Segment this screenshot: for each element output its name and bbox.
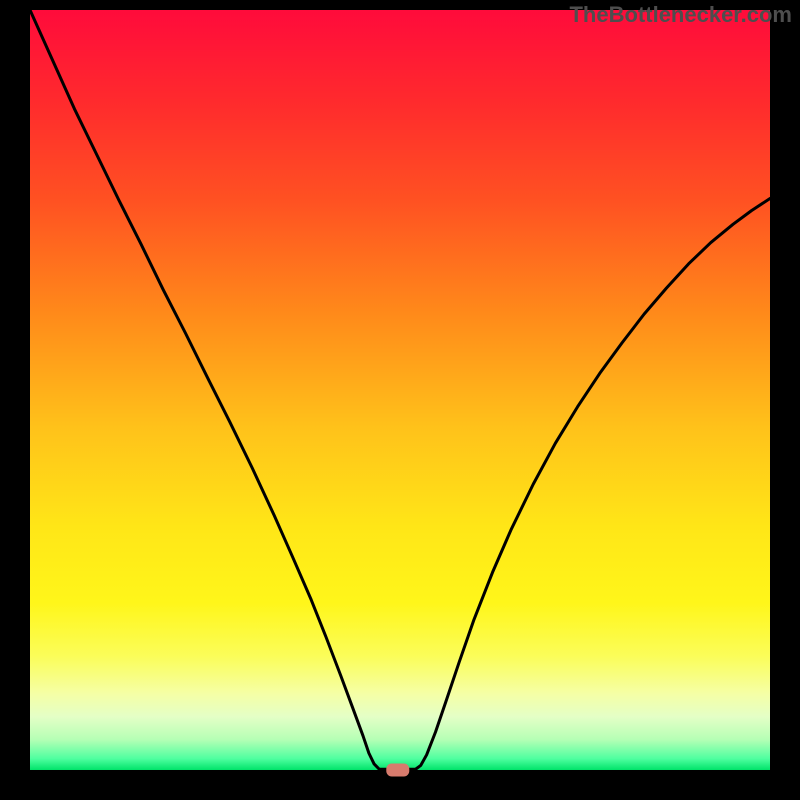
plot-area xyxy=(30,10,770,770)
chart-svg xyxy=(0,0,800,800)
optimal-marker xyxy=(387,764,409,776)
chart-stage: TheBottlenecker.com xyxy=(0,0,800,800)
